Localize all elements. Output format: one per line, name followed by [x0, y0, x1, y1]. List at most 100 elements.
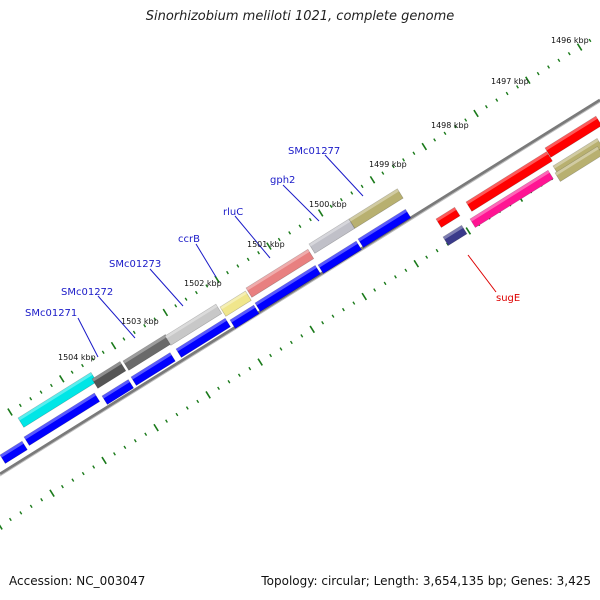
tick-mark-upper — [495, 98, 499, 102]
leader-smc01272 — [97, 295, 136, 339]
tick-mark-upper — [547, 65, 550, 69]
tick-mark-upper — [317, 209, 324, 217]
tick-mark-lower — [309, 325, 316, 334]
gene-label-suge[interactable]: sugE — [496, 293, 520, 304]
tick-mark-upper — [453, 124, 457, 129]
gene-label-gph2[interactable]: gph2 — [270, 175, 295, 186]
tick-mark-upper — [505, 91, 509, 96]
feature-block-red-long-highlight — [466, 151, 549, 205]
feature-block-blue[interactable] — [101, 379, 135, 405]
tick-mark-lower — [465, 227, 472, 235]
feature-block-blue-highlight — [24, 393, 96, 440]
tick-mark-lower — [0, 524, 3, 530]
feature-block-olive-lower[interactable] — [554, 146, 600, 182]
tick-mark-lower — [373, 288, 377, 292]
tick-mark-upper — [246, 257, 250, 262]
tick-mark-upper — [557, 58, 561, 63]
gene-label-rluc[interactable]: rluC — [223, 207, 243, 218]
feature-block-pink[interactable] — [469, 169, 554, 228]
feature-block-blue-highlight — [131, 352, 172, 380]
tick-mark-lower — [101, 456, 107, 465]
tick-mark-upper — [101, 350, 105, 355]
tick-mark-upper — [257, 251, 261, 255]
gene-label-smc01272[interactable]: SMc01272 — [61, 287, 113, 298]
tick-mark-upper — [464, 118, 468, 122]
tick-mark-lower — [165, 419, 168, 423]
tick-mark-lower — [19, 511, 23, 515]
feature-block-blue[interactable] — [130, 352, 176, 386]
gene-label-smc01277[interactable]: SMc01277 — [288, 146, 340, 157]
tick-mark-lower — [8, 517, 12, 522]
tick-mark-upper — [153, 317, 157, 321]
tick-mark-upper — [194, 290, 198, 295]
feature-block-olive-right-highlight — [553, 138, 599, 169]
tick-mark-upper — [443, 131, 447, 136]
tick-mark-upper — [288, 231, 292, 235]
feature-block-blue[interactable] — [229, 304, 260, 329]
tick-mark-upper — [81, 363, 84, 368]
tick-mark-lower — [341, 307, 345, 312]
feature-block-smc01277[interactable] — [348, 188, 404, 229]
feature-block-blue[interactable] — [0, 440, 28, 464]
feature-block-blue[interactable] — [23, 392, 101, 446]
tick-mark-upper — [236, 264, 240, 268]
tick-mark-upper — [39, 390, 43, 394]
feature-block-blue-highlight — [0, 441, 24, 458]
feature-block-olive-lower-highlight — [555, 146, 599, 176]
tick-mark-lower — [257, 358, 263, 366]
tick-mark-upper — [184, 297, 188, 301]
feature-block-rluc[interactable] — [245, 248, 315, 298]
tick-mark-upper — [360, 184, 364, 189]
feature-block-ccrb[interactable] — [219, 290, 252, 317]
leader-smc01277 — [324, 154, 364, 197]
feature-block-pink-highlight — [470, 170, 550, 222]
tick-mark-upper — [567, 51, 571, 56]
tick-mark-upper — [70, 370, 74, 374]
tick-mark-upper — [266, 242, 272, 250]
tick-mark-lower — [279, 347, 283, 351]
feature-block-blue[interactable] — [175, 317, 231, 358]
feature-block-gph2[interactable] — [308, 218, 356, 254]
feature-block-smc01271[interactable] — [91, 361, 127, 389]
feature-block-smc01272-highlight — [123, 334, 167, 364]
ticks-upper — [7, 38, 592, 416]
tick-mark-upper — [58, 375, 65, 383]
tick-mark-upper — [110, 341, 117, 350]
leader-smc01273 — [149, 268, 184, 307]
tick-mark-upper — [339, 197, 343, 202]
feature-block-smc01273[interactable] — [164, 303, 223, 346]
tick-mark-upper — [350, 191, 354, 195]
backbone-line-upper — [0, 98, 600, 476]
leader-suge — [467, 254, 497, 293]
tick-mark-lower — [435, 248, 439, 253]
feature-block-red-small[interactable] — [435, 206, 461, 228]
tick-mark-lower — [383, 281, 387, 286]
kbp-label: 1502 kbp — [184, 279, 222, 288]
tick-mark-upper — [391, 164, 395, 169]
tick-mark-upper — [132, 330, 136, 335]
gene-label-ccrb[interactable]: ccrB — [178, 234, 200, 245]
feature-block-blue[interactable] — [254, 264, 321, 312]
feature-block-red-right[interactable] — [544, 115, 600, 158]
kbp-label: 1501 kbp — [247, 240, 285, 249]
accession-text: Accession: NC_003047 — [9, 574, 146, 588]
feature-block-blue[interactable] — [317, 240, 362, 274]
feature-block-red-right-highlight — [545, 116, 598, 151]
tick-mark-lower — [404, 268, 408, 273]
kbp-label: 1503 kbp — [121, 317, 159, 326]
feature-block-blue[interactable] — [357, 208, 412, 248]
gene-label-smc01273[interactable]: SMc01273 — [109, 259, 161, 270]
tick-mark-lower — [361, 292, 368, 301]
tick-mark-lower — [81, 471, 85, 476]
leader-ccrb — [195, 243, 217, 278]
tick-mark-lower — [425, 255, 429, 259]
tick-mark-lower — [248, 366, 252, 371]
feature-block-navy[interactable] — [442, 224, 468, 246]
feature-block-blue-highlight — [176, 318, 227, 352]
tick-mark-upper — [162, 308, 169, 317]
tick-mark-lower — [133, 439, 137, 443]
feature-block-red-long[interactable] — [465, 151, 553, 212]
gene-label-smc01271[interactable]: SMc01271 — [25, 308, 77, 319]
tick-mark-upper — [433, 138, 437, 142]
